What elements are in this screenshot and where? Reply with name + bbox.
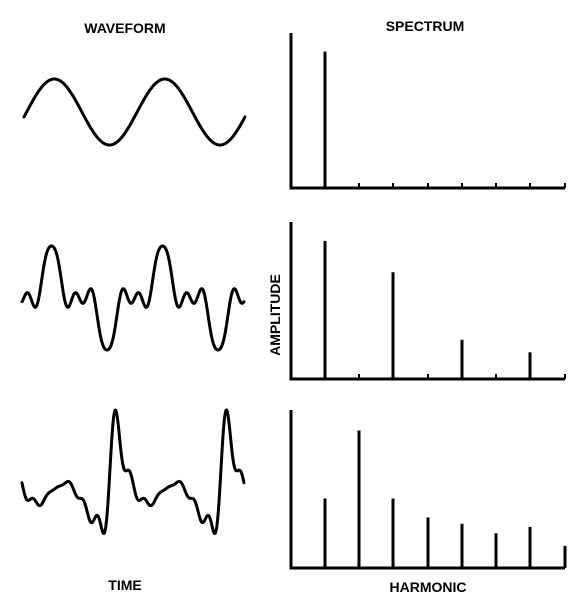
waveform-column	[20, 77, 247, 535]
spectrum-panel-rich-tone	[289, 410, 567, 570]
spectrum-heading: SPECTRUM	[386, 18, 465, 34]
complex-waveform	[20, 408, 246, 535]
waveform-heading: WAVEFORM	[84, 20, 165, 36]
harmonic-axis-label: HARMONIC	[390, 579, 467, 595]
spectrum-axes	[289, 222, 565, 381]
sine-waveform	[22, 77, 247, 147]
spectrum-column	[289, 33, 567, 570]
spectrum-panel-pure-tone	[289, 33, 566, 190]
spectrum-axes	[289, 410, 565, 570]
amplitude-axis-label: AMPLITUDE	[267, 274, 283, 356]
odd-harmonic-waveform	[20, 244, 246, 352]
spectrum-axes	[289, 33, 565, 190]
time-axis-label: TIME	[108, 577, 141, 593]
spectrum-panel-odd-harmonics-tone	[289, 222, 566, 381]
